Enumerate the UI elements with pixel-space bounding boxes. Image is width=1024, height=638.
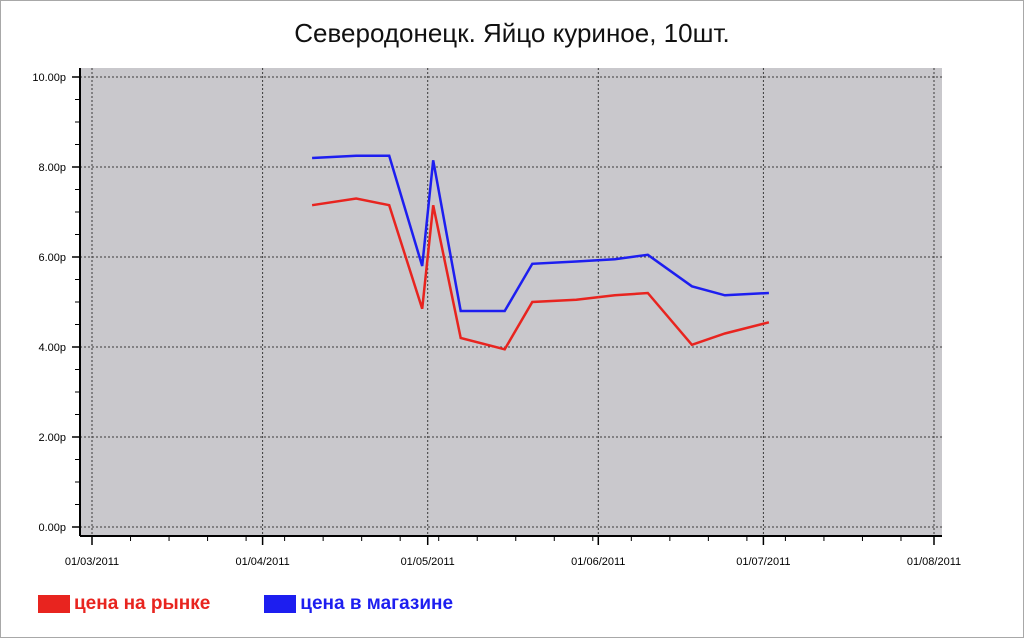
y-tick-label: 6.00р xyxy=(38,252,66,264)
legend-swatch-market xyxy=(38,595,70,613)
legend-label-market: цена на рынке xyxy=(74,593,211,614)
grid-lines xyxy=(80,68,942,536)
x-tick-label: 01/04/2011 xyxy=(235,556,289,568)
x-tick-label: 01/03/2011 xyxy=(65,556,119,568)
x-tick-label: 01/05/2011 xyxy=(401,556,455,568)
y-tick-label: 8.00р xyxy=(38,162,66,174)
legend-item-store: цена в магазине xyxy=(264,593,453,615)
legend-swatch-store xyxy=(264,595,297,613)
y-tick-label: 4.00р xyxy=(38,342,66,354)
x-tick-label: 01/07/2011 xyxy=(736,556,790,568)
legend-label-store: цена в магазине xyxy=(300,593,454,614)
legend-item-market: цена на рынке xyxy=(38,593,210,615)
y-tick-label: 0.00р xyxy=(38,522,66,534)
axes xyxy=(72,68,942,545)
y-tick-label: 2.00р xyxy=(38,432,66,444)
x-tick-label: 01/08/2011 xyxy=(907,556,961,568)
legend: цена на рынке цена в магазине xyxy=(38,592,453,616)
series-line-1 xyxy=(312,154,769,313)
tick-labels: 0.00р 2.00р 4.00р 6.00р 8.00р 10.00р 01/03/201… xyxy=(32,72,961,568)
y-tick-label: 10.00р xyxy=(32,72,66,84)
chart-title: Северодонецк. Яйцо куриное, 10шт. xyxy=(294,18,730,48)
series-lines xyxy=(311,154,770,351)
x-tick-label: 01/06/2011 xyxy=(571,556,625,568)
series-line-0 xyxy=(311,197,770,351)
